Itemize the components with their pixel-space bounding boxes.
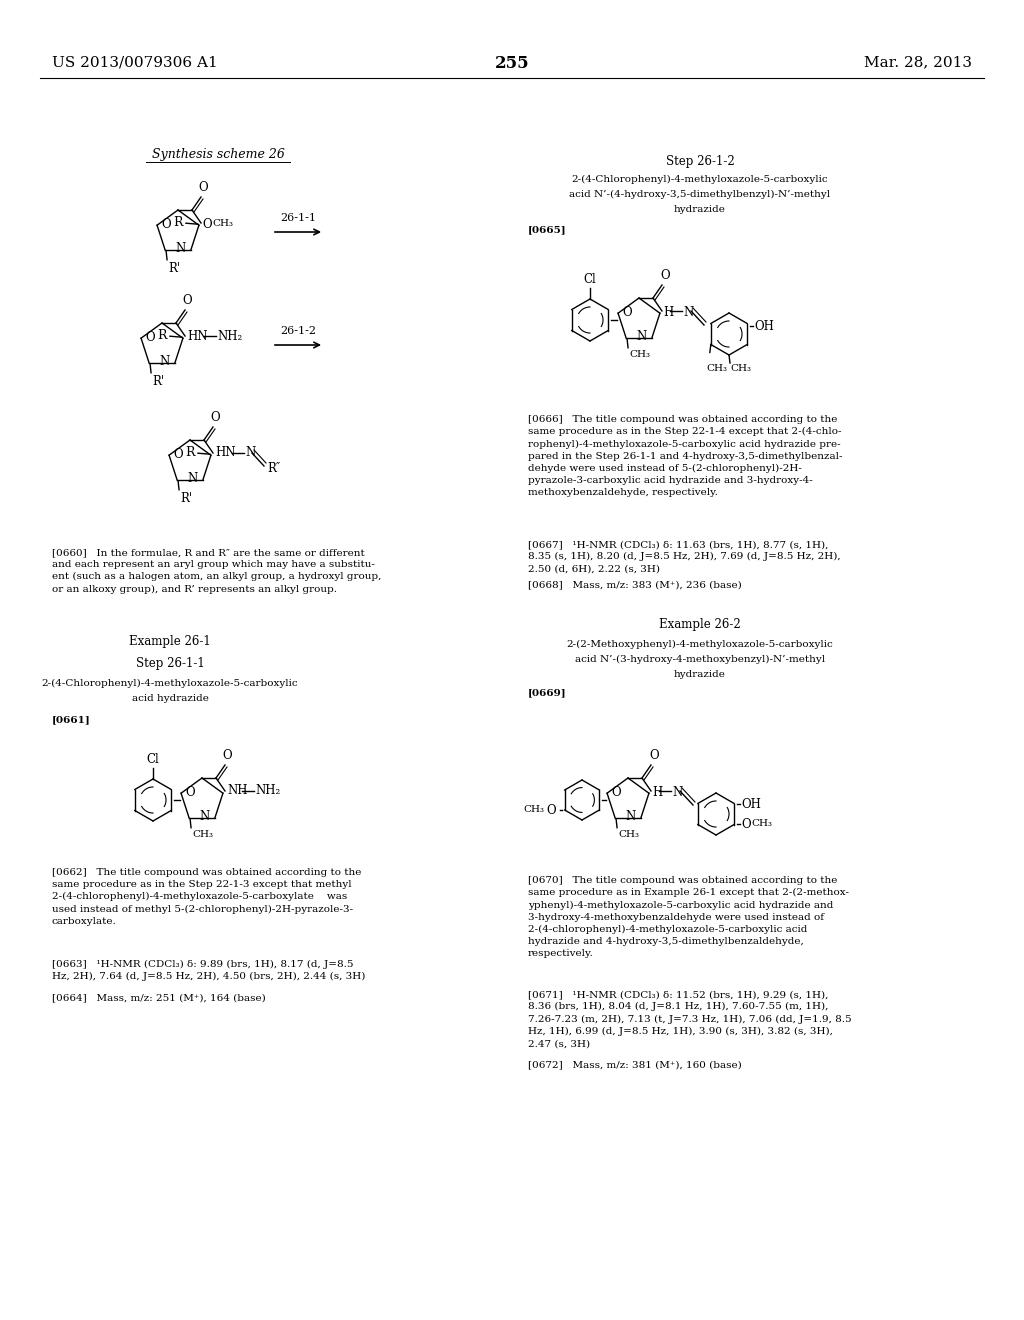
Text: [0660]   In the formulae, R and R″ are the same or different
and each represent : [0660] In the formulae, R and R″ are the…: [52, 548, 381, 594]
Text: [0672]   Mass, m/z: 381 (M⁺), 160 (base): [0672] Mass, m/z: 381 (M⁺), 160 (base): [528, 1060, 741, 1069]
Text: Mar. 28, 2013: Mar. 28, 2013: [864, 55, 972, 69]
Text: [0665]: [0665]: [528, 224, 566, 234]
Text: R: R: [173, 215, 183, 228]
Text: OH: OH: [754, 319, 774, 333]
Text: [0671]   ¹H-NMR (CDCl₃) δ: 11.52 (brs, 1H), 9.29 (s, 1H),
8.36 (brs, 1H), 8.04 (: [0671] ¹H-NMR (CDCl₃) δ: 11.52 (brs, 1H)…: [528, 990, 852, 1048]
Text: CH₃: CH₃: [730, 364, 752, 374]
Text: O: O: [660, 269, 670, 282]
Text: H: H: [652, 785, 663, 799]
Text: 26-1-2: 26-1-2: [280, 326, 316, 337]
Text: [0670]   The title compound was obtained according to the
same procedure as in E: [0670] The title compound was obtained a…: [528, 876, 849, 958]
Text: O: O: [222, 748, 231, 762]
Text: HN: HN: [187, 330, 208, 342]
Text: acid N’-(4-hydroxy-3,5-dimethylbenzyl)-N’-methyl: acid N’-(4-hydroxy-3,5-dimethylbenzyl)-N…: [569, 190, 830, 199]
Text: 2-(4-Chlorophenyl)-4-methyloxazole-5-carboxylic: 2-(4-Chlorophenyl)-4-methyloxazole-5-car…: [571, 176, 828, 183]
Text: N: N: [626, 810, 636, 824]
Text: O: O: [173, 447, 182, 461]
Text: Cl: Cl: [584, 273, 596, 286]
Text: H: H: [663, 305, 673, 318]
Text: [0667]   ¹H-NMR (CDCl₃) δ: 11.63 (brs, 1H), 8.77 (s, 1H),
8.35 (s, 1H), 8.20 (d,: [0667] ¹H-NMR (CDCl₃) δ: 11.63 (brs, 1H)…: [528, 540, 841, 573]
Text: CH₃: CH₃: [751, 820, 772, 829]
Text: R': R': [180, 492, 193, 504]
Text: O: O: [622, 306, 632, 318]
Text: Step 26-1-1: Step 26-1-1: [135, 657, 205, 671]
Text: US 2013/0079306 A1: US 2013/0079306 A1: [52, 55, 218, 69]
Text: O: O: [182, 294, 191, 308]
Text: R': R': [153, 375, 164, 388]
Text: O: O: [210, 411, 220, 424]
Text: hydrazide: hydrazide: [674, 205, 726, 214]
Text: N: N: [160, 355, 170, 368]
Text: N: N: [637, 330, 647, 343]
Text: O: O: [547, 804, 556, 817]
Text: NH: NH: [227, 784, 248, 797]
Text: N: N: [176, 243, 186, 255]
Text: O: O: [741, 817, 751, 830]
Text: acid hydrazide: acid hydrazide: [131, 694, 209, 704]
Text: R″: R″: [267, 462, 281, 475]
Text: CH₃: CH₃: [707, 364, 727, 374]
Text: acid N’-(3-hydroxy-4-methoxybenzyl)-N’-methyl: acid N’-(3-hydroxy-4-methoxybenzyl)-N’-m…: [574, 655, 825, 664]
Text: CH₃: CH₃: [629, 350, 650, 359]
Text: CH₃: CH₃: [193, 830, 213, 838]
Text: O: O: [185, 785, 195, 799]
Text: [0664]   Mass, m/z: 251 (M⁺), 164 (base): [0664] Mass, m/z: 251 (M⁺), 164 (base): [52, 993, 266, 1002]
Text: N: N: [187, 473, 198, 486]
Text: N: N: [672, 785, 682, 799]
Text: O: O: [611, 785, 621, 799]
Text: NH₂: NH₂: [255, 784, 281, 797]
Text: N: N: [200, 810, 210, 824]
Text: HN: HN: [215, 446, 236, 459]
Text: O: O: [202, 219, 212, 231]
Text: O: O: [161, 218, 171, 231]
Text: 255: 255: [495, 55, 529, 73]
Text: O: O: [199, 181, 208, 194]
Text: Example 26-2: Example 26-2: [659, 618, 741, 631]
Text: [0666]   The title compound was obtained according to the
same procedure as in t: [0666] The title compound was obtained a…: [528, 414, 843, 498]
Text: CH₃: CH₃: [523, 805, 544, 814]
Text: R': R': [168, 261, 180, 275]
Text: Example 26-1: Example 26-1: [129, 635, 211, 648]
Text: [0663]   ¹H-NMR (CDCl₃) δ: 9.89 (brs, 1H), 8.17 (d, J=8.5
Hz, 2H), 7.64 (d, J=8.: [0663] ¹H-NMR (CDCl₃) δ: 9.89 (brs, 1H),…: [52, 960, 366, 982]
Text: 2-(4-Chlorophenyl)-4-methyloxazole-5-carboxylic: 2-(4-Chlorophenyl)-4-methyloxazole-5-car…: [42, 678, 298, 688]
Text: CH₃: CH₃: [618, 830, 639, 838]
Text: 26-1-1: 26-1-1: [280, 213, 316, 223]
Text: [0662]   The title compound was obtained according to the
same procedure as in t: [0662] The title compound was obtained a…: [52, 869, 361, 925]
Text: N: N: [245, 446, 255, 459]
Text: NH₂: NH₂: [217, 330, 243, 342]
Text: R: R: [185, 446, 195, 459]
Text: CH₃: CH₃: [212, 219, 233, 227]
Text: O: O: [145, 331, 155, 343]
Text: 2-(2-Methoxyphenyl)-4-methyloxazole-5-carboxylic: 2-(2-Methoxyphenyl)-4-methyloxazole-5-ca…: [566, 640, 834, 649]
Text: N: N: [683, 305, 693, 318]
Text: Synthesis scheme 26: Synthesis scheme 26: [152, 148, 285, 161]
Text: Step 26-1-2: Step 26-1-2: [666, 154, 734, 168]
Text: OH: OH: [741, 797, 761, 810]
Text: R: R: [158, 329, 167, 342]
Text: O: O: [649, 748, 658, 762]
Text: [0669]: [0669]: [528, 688, 566, 697]
Text: hydrazide: hydrazide: [674, 671, 726, 678]
Text: Cl: Cl: [146, 752, 160, 766]
Text: [0668]   Mass, m/z: 383 (M⁺), 236 (base): [0668] Mass, m/z: 383 (M⁺), 236 (base): [528, 579, 741, 589]
Text: [0661]: [0661]: [52, 715, 91, 723]
